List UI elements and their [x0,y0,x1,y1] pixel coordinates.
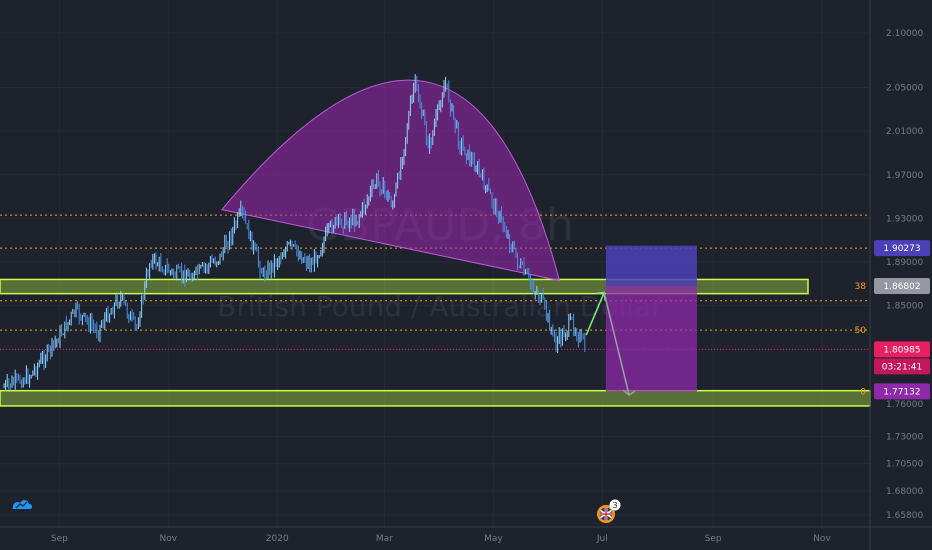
event-count-badge [609,499,621,511]
x-tick-label: Sep [51,534,68,544]
event-marker[interactable]: 3 [597,499,621,524]
y-tick-label: 1.97000 [886,171,923,181]
y-tick-label: 2.01000 [886,127,923,137]
x-tick-label: Nov [160,534,178,544]
projection-stop-zone[interactable] [605,285,697,392]
price-badge-current: 1.80985 [883,345,920,355]
countdown-badge-bg [874,358,930,375]
x-tick-label: Mar [376,534,393,544]
y-tick-label: 2.05000 [886,84,923,94]
y-tick-label: 1.68000 [886,487,923,497]
price-badge-mid: 1.86802 [883,282,920,292]
x-tick-label: 2020 [266,534,289,544]
y-tick-label: 1.65800 [886,511,923,521]
forecast[interactable] [585,291,636,396]
price-badge-mid-bg [874,277,930,294]
candles [3,74,586,391]
event-count: 3 [612,501,617,510]
projection-target-zone[interactable] [605,245,697,286]
y-tick-label: 2.10000 [886,29,923,39]
price-badge-current-bg [874,341,930,358]
cup-pattern[interactable] [220,79,561,282]
fib-label-50: 50 [855,326,867,336]
y-tick-label: 1.73000 [886,432,923,442]
fib-label-0: 0 [860,387,866,397]
support-zone[interactable] [0,389,871,407]
forecast-up-arrow[interactable] [585,292,605,336]
x-tick-label: Sep [705,534,722,544]
price-badge-upper-bg [874,240,930,257]
price-badge-upper: 1.90273 [883,244,920,254]
cup-arc[interactable] [220,79,561,282]
x-tick-label: May [484,534,503,544]
x-tick-label: Nov [813,534,831,544]
y-tick-label: 1.85000 [886,302,923,312]
y-tick-label: 1.76000 [886,400,923,410]
forecast-down-arrowhead [622,389,636,396]
forecast-down-arrow[interactable] [603,292,630,396]
watermark-name: British Pound / Australian Dollar [217,290,663,323]
price-badge-lower-bg [874,383,930,400]
time-axis[interactable]: Sep Nov 2020 Mar May Jul Sep Nov [0,526,932,544]
y-tick-label: 1.89000 [886,258,923,268]
price-badge-lower: 1.77132 [883,387,920,397]
uk-flag-icon [599,507,613,521]
x-tick-label: Jul [596,534,608,544]
y-tick-label: 1.93000 [886,214,923,224]
fib-label-38: 38 [855,282,867,292]
tradingview-cloud-icon[interactable] [12,500,33,509]
projection[interactable] [605,245,697,392]
price-badges: 1.90273 1.86802 1.80985 03:21:41 1.77132 [874,240,930,400]
y-tick-label: 1.70500 [886,460,923,470]
countdown-badge: 03:21:41 [882,362,922,372]
